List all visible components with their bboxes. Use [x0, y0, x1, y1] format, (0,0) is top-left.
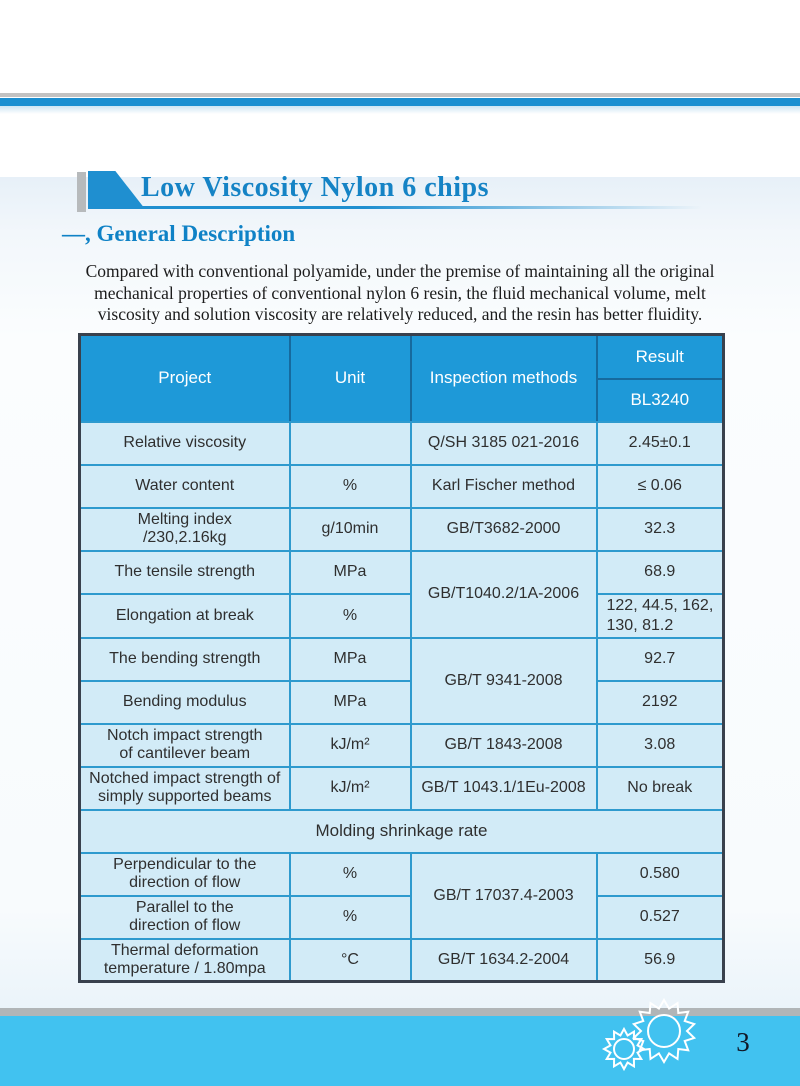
- cell-project: Water content: [78, 463, 291, 509]
- cell-result: No break: [595, 765, 725, 811]
- top-fade-strip: [0, 106, 800, 114]
- cell-result: 92.7: [595, 636, 725, 682]
- table-row: Perpendicular to the direction of flow %…: [78, 851, 725, 940]
- section-heading: —, General Description: [62, 221, 296, 246]
- cell-project: Bending modulus: [78, 679, 291, 725]
- table-row: Thermal deformation temperature / 1.80mp…: [78, 937, 725, 983]
- table-row: Bending modulus MPa 2192: [78, 679, 725, 725]
- page-title: Low Viscosity Nylon 6 chips: [141, 172, 489, 203]
- cell-project: The bending strength: [78, 636, 291, 682]
- cell-unit: MPa: [288, 549, 412, 595]
- cell-result: 0.527: [595, 894, 725, 940]
- table-row: Parallel to the direction of flow % 0.52…: [78, 894, 725, 940]
- table-row: Relative viscosity Q/SH 3185 021-2016 2.…: [78, 420, 725, 466]
- cell-inspection: GB/T 1043.1/1Eu-2008: [409, 765, 598, 811]
- cell-unit: %: [288, 592, 412, 639]
- col-header-project: Project: [78, 333, 291, 423]
- cell-inspection: GB/T 9341-2008: [409, 636, 598, 725]
- cell-project: Perpendicular to the direction of flow: [78, 851, 291, 897]
- cell-unit: g/10min: [288, 506, 412, 552]
- cell-result: 3.08: [595, 722, 725, 768]
- top-blue-bar: [0, 98, 800, 106]
- col-header-inspection: Inspection methods: [409, 333, 598, 423]
- table-row: Notch impact strength of cantilever beam…: [78, 722, 725, 768]
- cell-inspection: GB/T3682-2000: [409, 506, 598, 552]
- cell-project: The tensile strength: [78, 549, 291, 595]
- cell-project: Notch impact strength of cantilever beam: [78, 722, 291, 768]
- cell-unit: MPa: [288, 679, 412, 725]
- cell-inspection: Q/SH 3185 021-2016: [409, 420, 598, 466]
- cell-unit: %: [288, 894, 412, 940]
- table-row: The tensile strength MPa GB/T1040.2/1A-2…: [78, 549, 725, 639]
- table-row: Water content % Karl Fischer method ≤ 0.…: [78, 463, 725, 509]
- footer-gray-bar: [0, 1008, 800, 1016]
- cell-result: 2.45±0.1: [595, 420, 725, 466]
- cell-project: Elongation at break: [78, 592, 291, 639]
- table-header-row: Project Unit Inspection methods Result: [78, 333, 725, 423]
- cell-project: Parallel to the direction of flow: [78, 894, 291, 940]
- page-number: 3: [736, 1027, 750, 1057]
- cell-inspection: GB/T1040.2/1A-2006: [409, 549, 598, 639]
- table-row: Elongation at break % 122, 44.5, 162, 13…: [78, 592, 725, 639]
- col-header-grade: BL3240: [595, 377, 725, 423]
- top-gray-bar: [0, 93, 800, 97]
- cell-result: ≤ 0.06: [595, 463, 725, 509]
- table-section-row: Molding shrinkage rate: [78, 808, 725, 854]
- cell-section-title: Molding shrinkage rate: [78, 808, 725, 854]
- cell-result: 0.580: [595, 851, 725, 897]
- cell-inspection: GB/T 17037.4-2003: [409, 851, 598, 940]
- cell-result: 122, 44.5, 162, 130, 81.2: [595, 592, 725, 639]
- cell-unit: kJ/m²: [288, 722, 412, 768]
- col-header-unit: Unit: [288, 333, 412, 423]
- gears-decoration: [601, 998, 697, 1072]
- intro-paragraph: Compared with conventional polyamide, un…: [85, 261, 715, 324]
- title-underline: [88, 206, 702, 209]
- title-gray-accent-bar: [77, 172, 86, 212]
- cell-unit: kJ/m²: [288, 765, 412, 811]
- gear-icon-large-hub: [647, 1014, 681, 1048]
- cell-inspection: GB/T 1634.2-2004: [409, 937, 598, 983]
- cell-unit: %: [288, 851, 412, 897]
- cell-project: Thermal deformation temperature / 1.80mp…: [78, 937, 291, 983]
- cell-result: 32.3: [595, 506, 725, 552]
- cell-result: 56.9: [595, 937, 725, 983]
- gear-icon-small-hub: [613, 1038, 635, 1060]
- cell-unit: %: [288, 463, 412, 509]
- cell-project: Notched impact strength of simply suppor…: [78, 765, 291, 811]
- gear-icon-small: [601, 1026, 647, 1072]
- cell-result: 68.9: [595, 549, 725, 595]
- table-row: The bending strength MPa GB/T 9341-2008 …: [78, 636, 725, 725]
- cell-unit: MPa: [288, 636, 412, 682]
- footer-blue-bar: [0, 1016, 800, 1086]
- gear-icon-large: [631, 998, 697, 1064]
- cell-project: Melting index /230,2.16kg: [78, 506, 291, 552]
- spec-table: Project Unit Inspection methods Result B…: [78, 333, 725, 983]
- cell-inspection: GB/T 1843-2008: [409, 722, 598, 768]
- cell-result: 2192: [595, 679, 725, 725]
- cell-inspection: Karl Fischer method: [409, 463, 598, 509]
- col-header-result: Result: [595, 333, 725, 380]
- table-header-grade-row: BL3240: [80, 377, 725, 423]
- table-row: Melting index /230,2.16kg g/10min GB/T36…: [78, 506, 725, 552]
- cell-project: Relative viscosity: [78, 420, 291, 466]
- cell-unit: [288, 420, 412, 466]
- cell-unit: °C: [288, 937, 412, 983]
- table-row: Notched impact strength of simply suppor…: [78, 765, 725, 811]
